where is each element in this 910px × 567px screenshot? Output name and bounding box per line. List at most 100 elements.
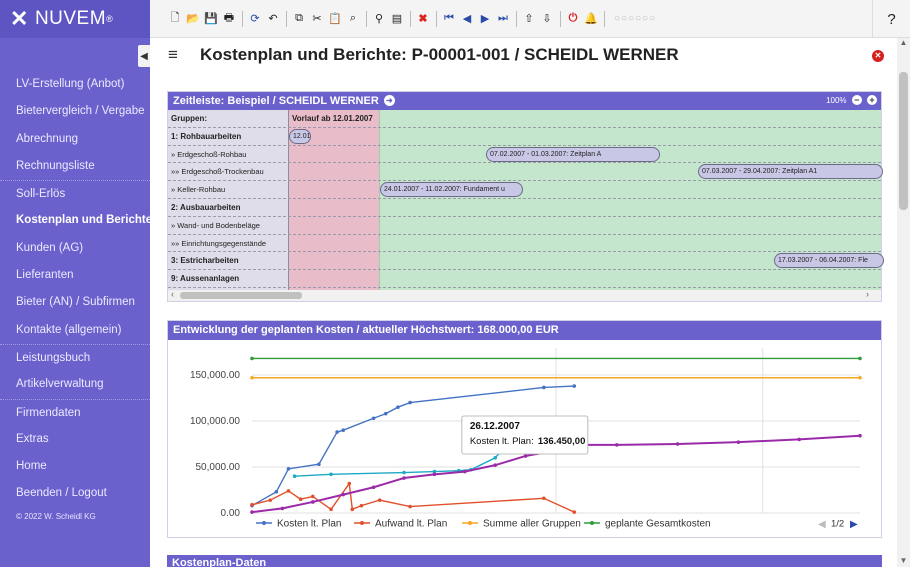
- sidebar-item[interactable]: Home: [16, 460, 47, 473]
- scroll-down-icon[interactable]: ▼: [899, 556, 908, 565]
- timeline-bar[interactable]: 12.01: [289, 128, 311, 144]
- notifications-icon[interactable]: 🔔: [584, 13, 598, 25]
- data-point[interactable]: [383, 411, 388, 416]
- sidebar-item[interactable]: Bietervergleich / Vergabe: [16, 105, 145, 118]
- paste-icon[interactable]: 📋: [328, 13, 342, 25]
- copy-icon[interactable]: ⧉: [295, 12, 303, 24]
- collapse-icon[interactable]: ⇩: [542, 13, 552, 25]
- data-point[interactable]: [432, 472, 437, 477]
- scroll-up-icon[interactable]: ▲: [899, 38, 908, 47]
- sidebar-item[interactable]: Lieferanten: [16, 269, 74, 282]
- timeline-bar[interactable]: 07.03.2007 - 29.04.2007: Zeitplan A1: [698, 164, 883, 180]
- sidebar-item[interactable]: Extras: [16, 432, 49, 445]
- sidebar-item[interactable]: Kostenplan und Berichte: [16, 214, 150, 227]
- timeline-bar[interactable]: 07.02.2007 - 01.03.2007: Zeitplan A: [486, 146, 660, 162]
- open-folder-icon[interactable]: 📂: [186, 13, 200, 25]
- sidebar-item[interactable]: Firmendaten: [0, 398, 150, 426]
- save-icon[interactable]: 💾: [204, 13, 218, 25]
- data-point[interactable]: [572, 510, 577, 514]
- properties-icon[interactable]: ▤: [391, 13, 403, 25]
- data-point[interactable]: [341, 492, 345, 497]
- data-point[interactable]: [493, 463, 498, 467]
- sidebar-item[interactable]: Beenden / Logout: [16, 487, 107, 500]
- data-point[interactable]: [542, 496, 546, 501]
- sidebar-item[interactable]: Abrechnung: [16, 132, 79, 145]
- sidebar-item[interactable]: Kunden (AG): [16, 241, 84, 254]
- data-point[interactable]: [311, 500, 315, 504]
- last-record-icon[interactable]: ⏭: [498, 12, 508, 24]
- legend-label[interactable]: Summe aller Gruppen: [483, 519, 581, 530]
- next-record-icon[interactable]: ▶: [480, 13, 490, 25]
- data-point[interactable]: [341, 428, 345, 432]
- data-point[interactable]: [572, 384, 577, 388]
- timeline-bar[interactable]: 24.01.2007 - 11.02.2007: Fundament u: [380, 182, 523, 198]
- data-point[interactable]: [858, 433, 862, 438]
- sidebar-item[interactable]: Bieter (AN) / Subfirmen: [16, 296, 135, 309]
- legend-label[interactable]: geplante Gesamtkosten: [605, 519, 711, 530]
- data-point[interactable]: [274, 490, 279, 494]
- expand-icon[interactable]: ⇧: [524, 13, 534, 25]
- data-point[interactable]: [402, 470, 406, 475]
- data-point[interactable]: [408, 504, 412, 509]
- help-button[interactable]: ?: [872, 0, 910, 38]
- data-point[interactable]: [298, 497, 303, 501]
- data-point[interactable]: [797, 437, 801, 442]
- scrollbar-thumb[interactable]: [899, 72, 908, 210]
- find-icon[interactable]: ⌕: [349, 12, 357, 24]
- data-point[interactable]: [615, 443, 619, 447]
- sidebar-item[interactable]: Leistungsbuch: [0, 343, 150, 371]
- data-point[interactable]: [523, 454, 528, 458]
- sidebar-item[interactable]: Artikelverwaltung: [16, 378, 104, 391]
- sidebar-item[interactable]: Soll-Erlös: [0, 180, 150, 207]
- data-point[interactable]: [493, 456, 498, 460]
- legend-label[interactable]: Aufwand lt. Plan: [375, 519, 447, 530]
- data-point[interactable]: [371, 485, 376, 490]
- sidebar-item[interactable]: Rechnungsliste: [16, 159, 95, 172]
- data-point[interactable]: [347, 481, 352, 486]
- data-point[interactable]: [396, 405, 400, 409]
- power-icon[interactable]: ⏻: [568, 12, 578, 24]
- data-point[interactable]: [329, 472, 333, 477]
- sidebar-item[interactable]: Kontakte (allgemein): [16, 323, 122, 336]
- data-point[interactable]: [317, 462, 321, 467]
- scroll-left-icon[interactable]: ‹: [171, 289, 174, 299]
- binoculars-icon[interactable]: ⚲: [374, 13, 384, 25]
- data-point[interactable]: [268, 498, 273, 502]
- data-point[interactable]: [286, 489, 291, 493]
- previous-record-icon[interactable]: ◀: [462, 13, 472, 25]
- legend-prev-icon[interactable]: ◀: [818, 519, 826, 530]
- data-point[interactable]: [250, 375, 254, 380]
- data-point[interactable]: [377, 498, 382, 502]
- data-point[interactable]: [432, 469, 437, 474]
- print-icon[interactable]: 🖶: [223, 12, 235, 24]
- collapse-sidebar-button[interactable]: ◀: [138, 45, 150, 67]
- data-point[interactable]: [250, 356, 254, 361]
- data-point[interactable]: [371, 416, 376, 421]
- cut-icon[interactable]: ✂: [312, 13, 322, 25]
- timeline-scroll-thumb[interactable]: [180, 292, 302, 299]
- data-point[interactable]: [329, 507, 333, 512]
- data-point[interactable]: [292, 474, 297, 478]
- data-point[interactable]: [542, 385, 546, 390]
- data-point[interactable]: [250, 510, 254, 514]
- timeline-forward-icon[interactable]: ➜: [383, 95, 395, 106]
- zoom-out-icon[interactable]: −: [851, 95, 862, 105]
- delete-icon[interactable]: ✖: [418, 13, 428, 25]
- legend-label[interactable]: Kosten lt. Plan: [277, 519, 341, 530]
- data-point[interactable]: [858, 356, 862, 361]
- data-point[interactable]: [359, 503, 364, 508]
- sidebar-item[interactable]: LV-Erstellung (Anbot): [16, 78, 125, 90]
- refresh-icon[interactable]: ⟳: [250, 13, 260, 25]
- data-point[interactable]: [402, 476, 406, 480]
- data-point[interactable]: [858, 375, 862, 380]
- zoom-in-icon[interactable]: +: [867, 95, 877, 105]
- undo-icon[interactable]: ↶: [268, 13, 278, 25]
- data-point[interactable]: [675, 442, 680, 446]
- data-point[interactable]: [311, 494, 315, 499]
- first-record-icon[interactable]: ⏮: [444, 12, 454, 24]
- legend-next-icon[interactable]: ▶: [850, 519, 858, 530]
- close-page-icon[interactable]: ✕: [872, 50, 884, 62]
- data-point[interactable]: [335, 430, 339, 434]
- data-point[interactable]: [286, 467, 291, 471]
- new-document-icon[interactable]: 🗋: [170, 12, 180, 24]
